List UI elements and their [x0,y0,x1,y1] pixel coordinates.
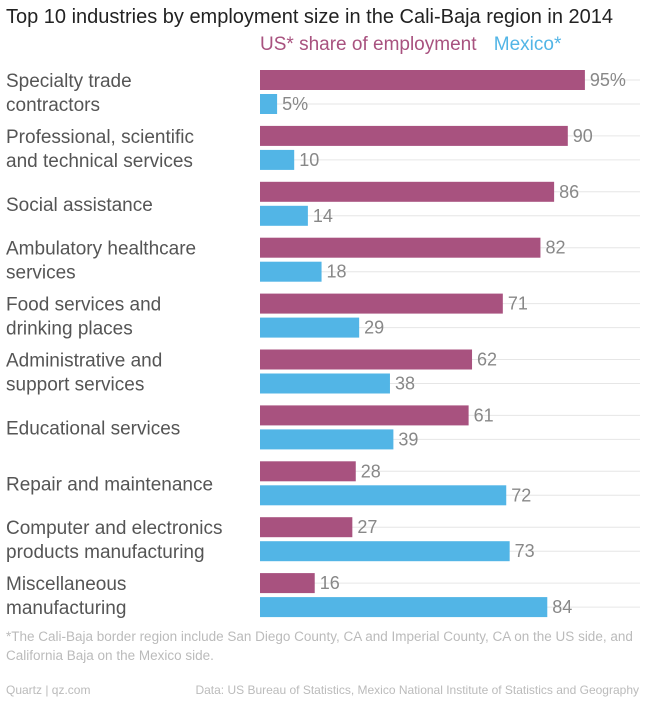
category-label: and technical services [6,151,193,172]
bar-mexico [260,429,394,450]
value-label-us: 61 [474,405,494,425]
value-labels: 95% 5% 90 10 86 14 82 18 71 29 62 38 61 39 28 72 27 73 16 8… [282,70,626,617]
category-label: Computer and electronics [6,518,223,539]
bar-chart: Specialty trade contractors Professional, … [6,70,640,619]
category-label: Specialty trade [6,71,132,92]
bar-us [260,293,503,314]
value-label-mexico: 5% [282,94,308,114]
category-labels: Specialty trade contractors Professional, … [6,71,223,619]
value-label-mexico: 38 [395,374,415,394]
value-label-us: 90 [573,126,593,146]
category-label: Administrative and [6,351,162,372]
bar-mexico [260,373,390,394]
value-label-us: 16 [320,573,340,593]
bar-mexico [260,205,308,226]
value-label-mexico: 10 [299,150,319,170]
category-label: Professional, scientific [6,127,194,148]
bar-mexico [260,94,278,114]
value-label-us: 86 [559,182,579,202]
category-label: Ambulatory healthcare [6,239,196,260]
value-label-mexico: 14 [313,206,333,226]
value-label-us: 71 [508,294,528,314]
category-label: Food services and [6,295,161,316]
bar-us [260,573,315,594]
value-label-mexico: 72 [511,485,531,505]
value-label-mexico: 29 [364,318,384,338]
bar-mexico [260,541,510,562]
bar-us [260,70,585,90]
bar-us [260,517,353,538]
bars [260,70,585,618]
category-label: services [6,263,76,284]
category-label: manufacturing [6,598,126,619]
category-label: support services [6,375,144,396]
value-label-us: 95% [590,70,626,90]
category-label: Miscellaneous [6,574,126,595]
bar-mexico [260,317,360,338]
legend-entry-us: US* share of employment [260,34,477,55]
category-label: Repair and maintenance [6,474,213,495]
chart-legend: US* share of employment Mexico* [260,34,573,56]
value-label-mexico: 39 [398,429,418,449]
category-label: products manufacturing [6,542,205,563]
source-credit: Quartz | qz.com [6,683,91,697]
bar-mexico [260,597,548,618]
bar-mexico [260,149,295,170]
value-label-mexico: 84 [552,597,572,617]
bar-us [260,349,473,370]
category-label: Educational services [6,418,180,439]
value-label-us: 28 [361,461,381,481]
legend-entry-mexico: Mexico* [493,34,562,55]
chart-title: Top 10 industries by employment size in … [6,6,614,28]
bar-us [260,125,568,146]
bar-mexico [260,261,322,282]
bar-us [260,237,541,258]
bar-mexico [260,485,507,506]
category-label: contractors [6,95,100,116]
category-label: drinking places [6,319,133,340]
value-label-mexico: 73 [515,541,535,561]
bar-us [260,461,356,482]
category-label: Social assistance [6,195,153,216]
bar-us [260,181,555,202]
value-label-us: 82 [545,238,565,258]
value-label-us: 62 [477,350,497,370]
footnote: *The Cali-Baja border region include San… [6,629,633,663]
data-source: Data: US Bureau of Statistics, Mexico Na… [195,683,639,697]
value-label-us: 27 [357,517,377,537]
bar-us [260,405,469,426]
value-label-mexico: 18 [327,262,347,282]
